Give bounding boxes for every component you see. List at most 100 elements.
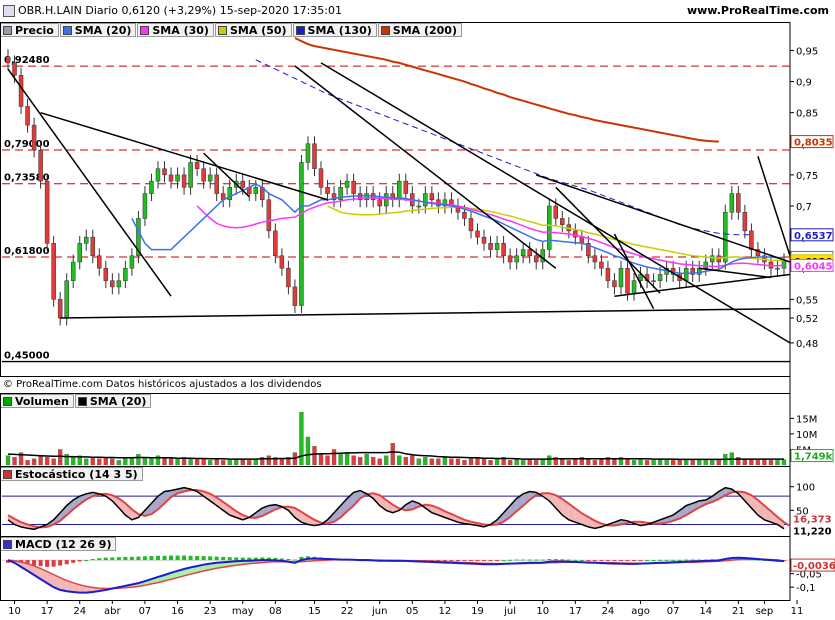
volume-bar [103,457,108,466]
macd-fill [14,560,22,567]
candle-body [247,187,252,194]
candle-body [605,267,611,281]
stoch-legend-item[interactable]: Estocástico (14 3 5) [0,467,143,481]
macd-fill [523,562,530,564]
macd-fill [86,586,93,593]
macd-fill [549,561,556,563]
macd-fill [529,562,537,564]
volume-bar [703,460,708,466]
macd-legend-item[interactable]: MACD (12 26 9) [0,537,117,551]
macd-fill [620,563,628,564]
x-tick-label: 08 [269,606,282,617]
stoch-fill [314,519,322,526]
volume-bar [462,460,467,466]
candle-body [540,249,545,263]
macd-panel-frame [0,536,791,601]
volume-bar [325,455,330,466]
volume-bar [168,458,174,466]
stoch-fill [92,492,100,497]
stoch-fill [392,504,400,513]
volume-bar [25,460,30,466]
macd-histogram-bar [527,559,532,561]
macd-fill [731,557,739,561]
price-legend-item[interactable]: Precio [0,23,59,37]
stoch-fill [60,505,67,521]
volume-bar [377,458,382,466]
candle-body [12,62,17,76]
candle-body [188,162,193,188]
macd-fill [718,559,726,562]
candle-body [286,267,291,288]
stoch-fill [151,496,158,515]
stoch-fill [190,489,198,492]
volume-bar [625,458,630,466]
price-tick-label: 0,52 [796,314,818,325]
site-link[interactable]: www.ProRealTime.com [686,4,829,17]
candle-body [357,193,363,201]
price-legend-label: SMA (200) [392,23,457,37]
price-legend-item[interactable]: SMA (50) [214,23,292,37]
stoch-fill [738,491,745,501]
stoch-fill [157,491,165,510]
volume-bar [697,458,702,466]
sma130-line [255,59,752,236]
macd-histogram-bar [658,559,663,561]
macd-fill [614,562,621,564]
macd-histogram-bar [723,558,728,561]
instrument-icon[interactable] [3,5,15,17]
data-credit: © ProRealTime.com Datos históricos ajust… [3,379,322,390]
stoch-fill [770,511,778,525]
candle-body [651,280,656,282]
candle-body [429,193,435,201]
macd-fill [294,560,302,563]
volume-bar [553,457,558,466]
volume-bar [560,458,565,466]
price-legend-item[interactable]: SMA (130) [292,23,377,37]
volume-bar [410,455,415,466]
stoch-fill [294,508,302,523]
macd-histogram-bar [77,560,82,562]
volume-legend-item[interactable]: Volumen [0,394,74,408]
macd-histogram-bar [586,560,591,562]
stoch-fill [340,498,348,518]
volume-bar [475,457,480,466]
level-label: 0,73580 [4,173,50,184]
price-value-label: 0,6120 [794,257,833,268]
macd-fill [405,560,413,562]
macd-histogram-bar [625,560,630,562]
stoch-fill [425,504,432,513]
volume-bar [534,460,539,466]
price-legend-item[interactable]: SMA (200) [377,23,462,37]
price-value-label: 0,6045 [794,261,833,272]
macd-fill [484,563,491,565]
macd-fill [464,562,471,564]
x-tick-label: 24 [602,606,615,617]
macd-histogram-bar [110,557,115,561]
candle-body [370,193,376,201]
macd-histogram-bar [90,559,95,561]
stoch-fill [601,523,608,527]
sma50-line [327,205,785,262]
candle-body [84,236,89,244]
stoch-fill [562,499,569,520]
macd-histogram-bar [19,560,24,565]
price-legend-item[interactable]: SMA (30) [137,23,214,37]
stoch-fill [34,526,41,530]
candle-body [57,299,63,319]
candle-body [233,180,239,188]
candle-body [716,255,722,263]
volume-bar [494,458,500,466]
price-tick-label: 0,55 [796,295,818,306]
macd-histogram-bar [768,560,773,562]
candle-body [279,255,285,269]
candle-body [442,199,448,207]
stoch-fill [568,503,576,523]
stoch-fill [131,509,139,520]
volume-legend-item[interactable]: SMA (20) [74,394,152,408]
candle-body [207,174,213,182]
candle-body [110,280,115,288]
macd-histogram-bar [6,560,10,563]
price-legend-item[interactable]: SMA (20) [59,23,137,37]
candle-body [351,180,356,194]
